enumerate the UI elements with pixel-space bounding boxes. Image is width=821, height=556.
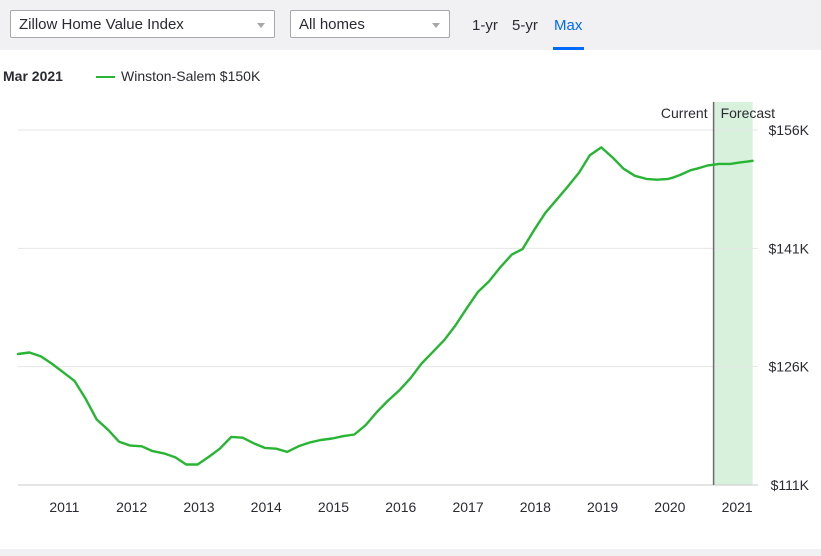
- forecast-label: Forecast: [721, 105, 776, 121]
- legend-date: Mar 2021: [3, 68, 63, 84]
- forecast-band: [713, 102, 753, 485]
- legend-swatch: [96, 76, 115, 78]
- tab-5yr[interactable]: 5-yr: [512, 17, 538, 34]
- tab-max[interactable]: Max: [554, 17, 583, 34]
- x-tick-label: 2015: [318, 499, 349, 515]
- x-tick-label: 2014: [251, 499, 282, 515]
- home-type-select-value: All homes: [299, 16, 365, 33]
- legend-series-label: Winston-Salem $150K: [121, 68, 261, 84]
- x-tick-label: 2017: [452, 499, 483, 515]
- current-label: Current: [661, 105, 708, 121]
- bottom-strip: [0, 549, 821, 556]
- x-tick-label: 2020: [654, 499, 685, 515]
- range-tabs: [461, 0, 821, 50]
- metric-select[interactable]: Zillow Home Value Index: [10, 10, 275, 38]
- x-tick-label: 2012: [116, 499, 147, 515]
- active-tab-indicator: [553, 47, 584, 50]
- home-type-select[interactable]: All homes: [290, 10, 450, 38]
- y-tick-label: $126K: [769, 359, 810, 375]
- metric-select-value: Zillow Home Value Index: [19, 16, 184, 33]
- x-tick-label: 2013: [183, 499, 214, 515]
- y-tick-label: $111K: [771, 477, 810, 493]
- chevron-down-icon: [432, 23, 440, 28]
- tab-1yr[interactable]: 1-yr: [472, 17, 498, 34]
- series-line-winston-salem: [16, 146, 754, 466]
- chevron-down-icon: [257, 23, 265, 28]
- y-tick-label: $141K: [769, 240, 810, 256]
- x-tick-label: 2016: [385, 499, 416, 515]
- x-tick-label: 2021: [722, 499, 753, 515]
- y-tick-label: $156K: [769, 122, 810, 138]
- x-tick-label: 2019: [587, 499, 618, 515]
- x-tick-label: 2011: [49, 499, 79, 515]
- x-tick-label: 2018: [520, 499, 551, 515]
